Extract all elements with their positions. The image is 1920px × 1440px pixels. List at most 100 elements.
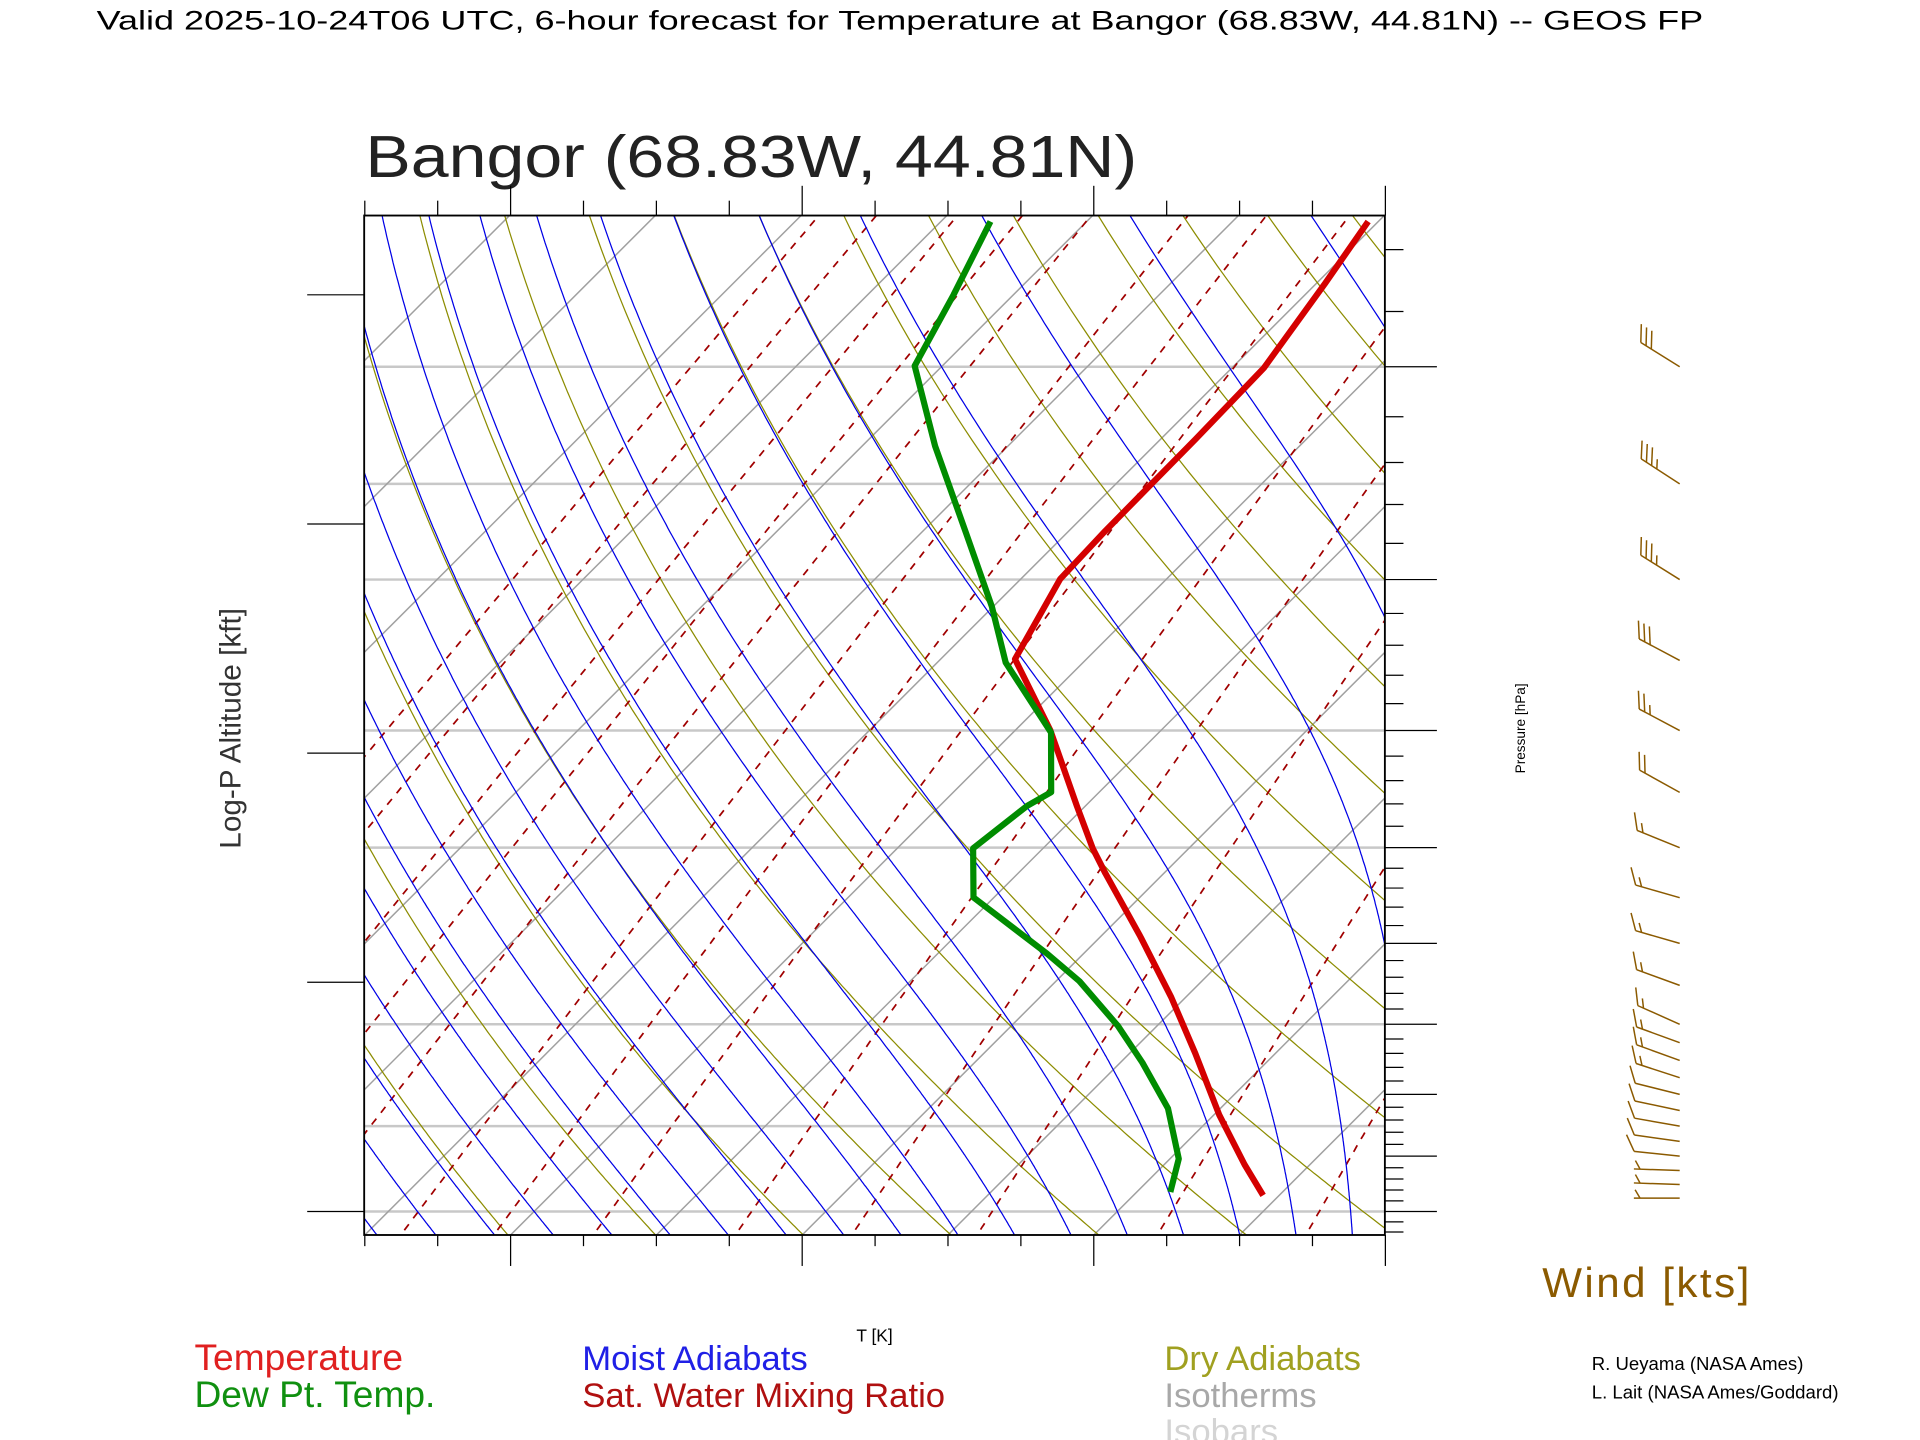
isotherm-line bbox=[946, 797, 1385, 1235]
wind-barb bbox=[1633, 1160, 1680, 1172]
dry-adiabat-line bbox=[1182, 215, 1385, 475]
wind-barb-feather bbox=[1650, 447, 1654, 466]
moist-adiabat-line bbox=[758, 215, 1297, 1235]
wind-barb bbox=[1638, 751, 1681, 794]
dry-adiabat-line bbox=[1908, 180, 1920, 1242]
dry-adiabat-line bbox=[1825, 180, 1920, 1242]
isotherm-line bbox=[801, 651, 1385, 1235]
legend-mixing-ratio: Sat. Water Mixing Ratio bbox=[582, 1377, 945, 1415]
wind-barb-staff bbox=[1633, 1182, 1680, 1186]
wind-barb-feather bbox=[1628, 1083, 1636, 1102]
isotherm-line bbox=[1238, 1088, 1385, 1235]
legend-isobars: Isobars bbox=[1164, 1413, 1278, 1440]
moist-adiabat-line bbox=[364, 1217, 378, 1235]
wind-barb-feather bbox=[1637, 690, 1640, 710]
profile-lines bbox=[911, 219, 1371, 1197]
moist-adiabat-line bbox=[364, 886, 613, 1235]
legend-moist-adiabats: Moist Adiabats bbox=[582, 1340, 808, 1378]
dry-adiabat-line bbox=[364, 609, 805, 1235]
mixing-ratio-line bbox=[1156, 865, 1385, 1235]
wind-barb-staff bbox=[1633, 1168, 1680, 1172]
dry-adiabat-line bbox=[364, 1043, 509, 1235]
dry-adiabat-line bbox=[0, 180, 217, 1242]
moist-adiabat-line bbox=[1693, 180, 1911, 1242]
wind-barbs bbox=[1625, 324, 1681, 1199]
moist-adiabat-line bbox=[364, 795, 671, 1235]
mixing-ratio-line bbox=[364, 215, 820, 759]
temperature-line bbox=[1011, 219, 1371, 1197]
wind-barb-feather bbox=[1643, 693, 1646, 712]
isotherm-line bbox=[364, 215, 657, 508]
dry-adiabat-line bbox=[1351, 215, 1385, 259]
wind-barb-feather bbox=[1639, 1055, 1643, 1066]
wind-barb-staff bbox=[1635, 884, 1680, 899]
moist-adiabat-line bbox=[859, 215, 1354, 1235]
wind-barb-feather bbox=[1648, 626, 1651, 645]
moist-adiabat-line bbox=[364, 470, 845, 1235]
credit-line-1: R. Ueyama (NASA Ames) bbox=[1592, 1353, 1804, 1374]
mixing-ratio-line bbox=[364, 215, 959, 944]
isotherm-line bbox=[1670, 180, 1920, 1242]
isotherm-line bbox=[364, 215, 511, 362]
mixing-ratio-line bbox=[364, 215, 1024, 1036]
wind-barb-feather bbox=[1638, 922, 1643, 933]
isotherm-line bbox=[364, 215, 1240, 1091]
wind-barb-feather bbox=[1634, 1160, 1641, 1170]
dry-adiabat-line bbox=[364, 837, 657, 1235]
dry-adiabat-line bbox=[673, 215, 1385, 1119]
wind-barb bbox=[1640, 324, 1681, 368]
wind-barb-staff bbox=[1636, 1044, 1680, 1062]
wind-barb-feather bbox=[1639, 962, 1644, 972]
wind-barb-feather bbox=[1633, 812, 1638, 831]
mixing-ratio-line bbox=[364, 215, 878, 834]
background-lines bbox=[0, 180, 1920, 1242]
moist-adiabat-line bbox=[364, 591, 787, 1235]
wind-barb-staff bbox=[1635, 930, 1680, 945]
moist-adiabat-line bbox=[364, 1056, 496, 1235]
page-title: Valid 2025-10-24T06 UTC, 6-hour forecast… bbox=[97, 5, 1704, 36]
wind-barb bbox=[1632, 951, 1680, 987]
y-left-label: Log-P Altitude [kft] bbox=[214, 608, 247, 849]
wind-barb-staff bbox=[1636, 1026, 1680, 1044]
moist-adiabat-line bbox=[428, 215, 1016, 1235]
dry-adiabat-line bbox=[364, 334, 952, 1235]
wind-barb-feather bbox=[1645, 443, 1648, 463]
mixing-ratio-line bbox=[364, 215, 1093, 1136]
axes bbox=[307, 185, 1437, 1266]
moist-adiabat-line bbox=[673, 215, 1241, 1235]
isotherm-line bbox=[364, 215, 1385, 1235]
isotherm-line bbox=[364, 215, 803, 654]
legend-temperature: Temperature bbox=[194, 1336, 403, 1378]
credit-line-2: L. Lait (NASA Ames/Goddard) bbox=[1592, 1382, 1839, 1403]
isotherm-line bbox=[1524, 180, 1920, 1242]
wind-barb bbox=[1637, 690, 1681, 732]
wind-barb bbox=[1628, 1083, 1680, 1112]
wind-barb-staff bbox=[1636, 968, 1680, 987]
wind-barb-feather bbox=[1632, 951, 1638, 970]
moist-adiabat-line bbox=[1129, 215, 1385, 619]
wind-barb bbox=[1635, 987, 1680, 1025]
wind-barb bbox=[1632, 1026, 1680, 1062]
wind-barb-feather bbox=[1639, 1037, 1644, 1048]
wind-barb-staff bbox=[1636, 829, 1680, 849]
wind-barb-staff bbox=[1639, 769, 1681, 794]
wind-barb bbox=[1631, 1045, 1680, 1079]
mixing-ratio-line bbox=[399, 215, 1190, 1235]
wind-barb-feather bbox=[1631, 1045, 1637, 1064]
dry-adiabat-line bbox=[1575, 180, 1920, 1242]
wind-barb-staff bbox=[1634, 1100, 1680, 1112]
wind-barb-staff bbox=[1634, 1134, 1680, 1143]
wind-label: Wind [kts] bbox=[1542, 1259, 1752, 1306]
isotherm-line bbox=[364, 215, 365, 217]
legend-dewpoint: Dew Pt. Temp. bbox=[194, 1373, 435, 1415]
isotherm-line bbox=[1384, 1234, 1385, 1235]
mixing-ratio-line bbox=[850, 462, 1385, 1235]
wind-barb-staff bbox=[1640, 554, 1681, 581]
legend-dry-adiabats: Dry Adiabats bbox=[1164, 1340, 1361, 1378]
wind-barb-staff bbox=[1638, 708, 1681, 732]
wind-barb-feather bbox=[1632, 1008, 1638, 1028]
dry-adiabat-line bbox=[843, 215, 1385, 902]
wind-barb bbox=[1640, 440, 1681, 485]
wind-barb bbox=[1633, 812, 1680, 849]
